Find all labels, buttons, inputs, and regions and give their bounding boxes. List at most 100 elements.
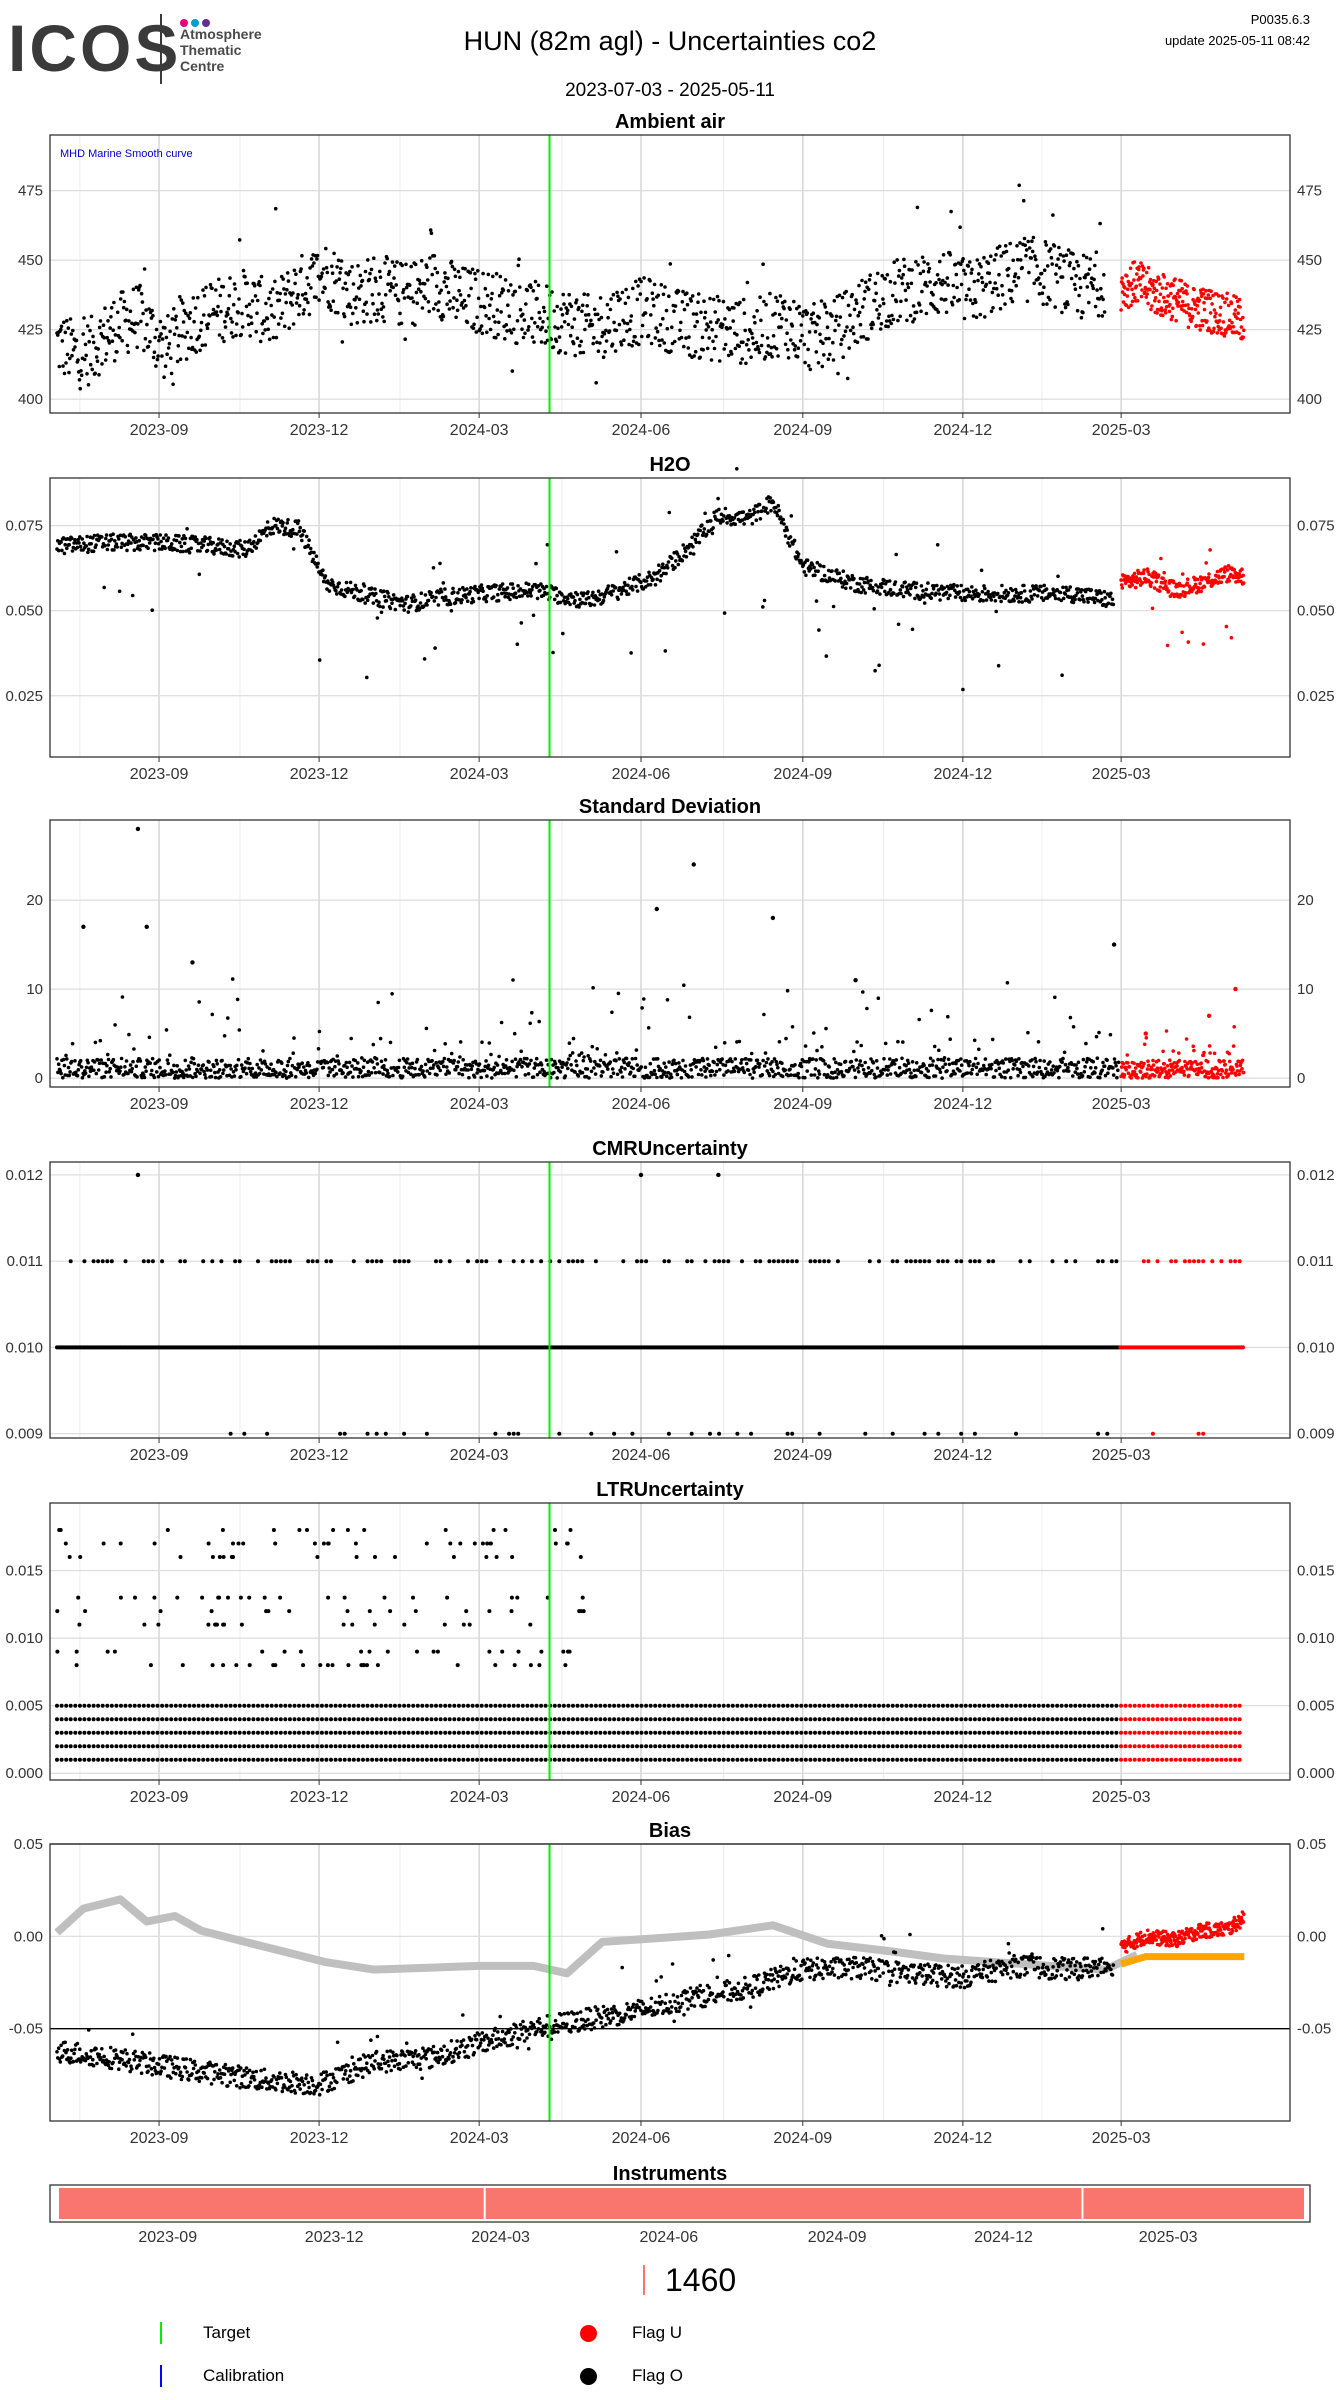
data-point <box>492 1065 497 1070</box>
data-point <box>128 309 133 314</box>
data-point <box>1237 297 1242 302</box>
data-point <box>1208 548 1212 552</box>
data-point <box>598 341 602 345</box>
data-point <box>644 579 649 583</box>
data-point <box>926 269 931 274</box>
data-point <box>216 304 220 309</box>
data-point <box>443 595 448 599</box>
data-point <box>954 272 959 277</box>
data-point <box>839 576 843 581</box>
data-point <box>709 519 713 523</box>
data-point <box>633 1056 638 1061</box>
data-point <box>495 1063 500 1067</box>
data-point <box>1197 298 1202 302</box>
data-point <box>406 1070 411 1075</box>
data-point <box>66 1065 71 1070</box>
data-point <box>342 314 347 319</box>
data-point <box>98 319 103 323</box>
data-point <box>708 320 713 324</box>
data-point <box>1176 304 1180 308</box>
data-point <box>401 290 405 295</box>
data-point <box>501 288 506 293</box>
data-point <box>441 581 446 585</box>
data-point <box>862 580 867 585</box>
data-point <box>768 291 772 296</box>
data-point <box>1022 236 1027 241</box>
data-point <box>280 311 285 316</box>
data-point <box>1231 1067 1235 1072</box>
data-point <box>1036 276 1041 280</box>
data-point <box>86 547 91 552</box>
data-point <box>631 339 636 344</box>
data-point <box>1102 310 1107 314</box>
data-point <box>513 289 518 294</box>
data-point <box>744 1061 749 1066</box>
data-point <box>941 278 945 283</box>
data-point <box>62 1063 67 1068</box>
data-point <box>758 295 762 300</box>
data-point <box>675 1072 680 1077</box>
data-point <box>578 350 583 355</box>
data-point <box>1048 1060 1052 1064</box>
data-point <box>371 601 376 605</box>
data-point <box>384 598 389 603</box>
data-point <box>1089 1066 1093 1070</box>
data-point <box>189 335 193 340</box>
data-point <box>1214 311 1218 316</box>
data-point <box>138 1059 143 1063</box>
data-point <box>1101 1060 1105 1065</box>
data-point <box>479 324 484 328</box>
data-point <box>192 319 196 324</box>
data-point <box>269 1062 273 1066</box>
data-point <box>1241 573 1245 578</box>
data-point <box>199 541 203 545</box>
data-point <box>315 253 320 258</box>
data-point <box>821 1059 826 1063</box>
data-point <box>945 1069 949 1073</box>
data-point <box>503 594 507 599</box>
data-point <box>231 335 235 339</box>
data-point <box>178 540 182 545</box>
data-point <box>957 298 962 302</box>
data-point <box>648 279 652 283</box>
data-point <box>975 1072 979 1077</box>
data-point <box>282 324 287 329</box>
data-point <box>317 1029 322 1034</box>
data-point <box>1060 310 1064 315</box>
data-point <box>278 1071 282 1075</box>
data-point <box>441 314 446 319</box>
data-point <box>156 537 160 541</box>
data-point <box>1146 301 1150 306</box>
data-point <box>922 260 926 264</box>
data-point <box>344 580 349 585</box>
data-point <box>1145 292 1149 296</box>
data-point <box>189 546 193 551</box>
data-point <box>861 588 866 592</box>
data-point <box>157 1058 161 1062</box>
data-point <box>708 1431 712 1436</box>
data-point <box>560 313 565 317</box>
data-point <box>1215 1072 1220 1076</box>
data-point <box>437 291 442 295</box>
data-point <box>749 1058 753 1062</box>
data-point <box>109 306 114 310</box>
data-point <box>516 584 520 588</box>
data-point <box>802 570 807 574</box>
data-point <box>1198 324 1202 328</box>
data-point <box>784 1036 788 1041</box>
data-point <box>521 335 526 340</box>
data-point <box>410 1061 415 1066</box>
data-point <box>628 327 632 332</box>
data-point <box>963 272 968 276</box>
data-point <box>1235 1064 1239 1068</box>
data-point <box>275 526 280 531</box>
series-flag-o <box>55 467 1116 692</box>
data-point <box>489 1052 493 1057</box>
data-point <box>1073 287 1078 292</box>
data-point <box>1227 318 1232 323</box>
data-point <box>451 586 455 591</box>
data-point <box>785 988 790 993</box>
data-point <box>587 595 591 600</box>
data-point <box>367 1073 372 1077</box>
data-point <box>442 1056 447 1061</box>
